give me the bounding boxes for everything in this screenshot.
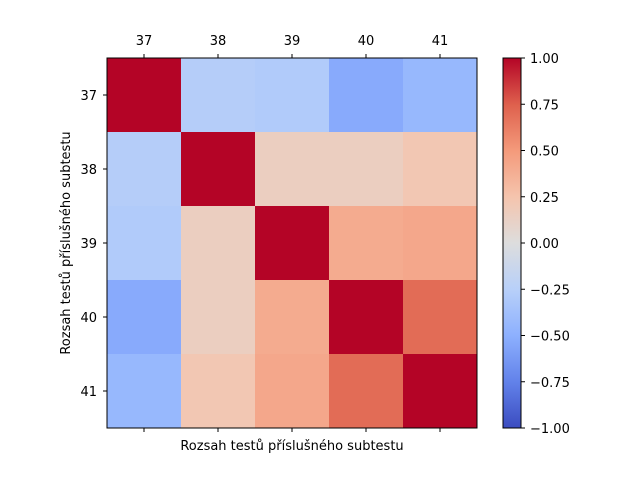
heatmap-cell bbox=[181, 354, 256, 429]
heatmap-cell bbox=[403, 206, 478, 281]
x-tick-label: 37 bbox=[136, 34, 153, 49]
heatmap-cell bbox=[255, 354, 330, 429]
heatmap-cell bbox=[329, 132, 404, 207]
heatmap-cell bbox=[255, 58, 330, 133]
colorbar-tick-label: −0.25 bbox=[530, 283, 570, 298]
x-axis-ticks: 37 38 39 40 41 bbox=[136, 34, 449, 432]
heatmap-cell bbox=[255, 280, 330, 355]
y-tick-label: 38 bbox=[80, 163, 97, 178]
heatmap-cell bbox=[255, 206, 330, 281]
heatmap-cell bbox=[181, 58, 256, 133]
y-tick-label: 40 bbox=[80, 311, 97, 326]
y-tick-label: 39 bbox=[80, 237, 97, 252]
heatmap-cell bbox=[403, 354, 478, 429]
x-tick-label: 41 bbox=[432, 34, 449, 49]
colorbar bbox=[502, 57, 522, 429]
colorbar-tick-label: −1.00 bbox=[530, 422, 570, 437]
colorbar-tick-label: 0.25 bbox=[530, 191, 559, 206]
heatmap-cell bbox=[255, 132, 330, 207]
heatmap-cell bbox=[181, 132, 256, 207]
heatmap-cell bbox=[329, 280, 404, 355]
x-tick-label: 40 bbox=[358, 34, 375, 49]
heatmap-cell bbox=[403, 280, 478, 355]
heatmap-cell bbox=[107, 58, 182, 133]
y-axis-label: Rozsah testů příslušného subtestu bbox=[59, 131, 74, 354]
heatmap-cell bbox=[107, 132, 182, 207]
colorbar-tick-label: 0.00 bbox=[530, 237, 559, 252]
x-axis-label: Rozsah testů příslušného subtestu bbox=[180, 439, 403, 454]
heatmap-cell bbox=[107, 206, 182, 281]
heatmap-cells bbox=[107, 58, 478, 429]
heatmap-cell bbox=[181, 206, 256, 281]
colorbar-tick-label: 0.75 bbox=[530, 98, 559, 113]
heatmap-cell bbox=[107, 280, 182, 355]
colorbar-ticks: 1.00 0.75 0.50 0.25 0.00 −0.25 −0.50 −0.75 −1.00 bbox=[521, 52, 570, 437]
heatmap-cell bbox=[403, 58, 478, 133]
x-tick-label: 39 bbox=[284, 34, 301, 49]
y-axis-ticks: 37 38 39 40 41 bbox=[80, 89, 107, 400]
heatmap-cell bbox=[329, 206, 404, 281]
heatmap-cell bbox=[181, 280, 256, 355]
colorbar-tick-label: 0.50 bbox=[530, 145, 559, 160]
heatmap-cell bbox=[329, 354, 404, 429]
colorbar-tick-label: −0.50 bbox=[530, 330, 570, 345]
x-tick-label: 38 bbox=[210, 34, 227, 49]
heatmap-cell bbox=[329, 58, 404, 133]
heatmap-cell bbox=[403, 132, 478, 207]
colorbar-tick-label: −0.75 bbox=[530, 376, 570, 391]
heatmap-cell bbox=[107, 354, 182, 429]
y-tick-label: 41 bbox=[80, 385, 97, 400]
y-tick-label: 37 bbox=[80, 89, 97, 104]
colorbar-tick-label: 1.00 bbox=[530, 52, 559, 67]
